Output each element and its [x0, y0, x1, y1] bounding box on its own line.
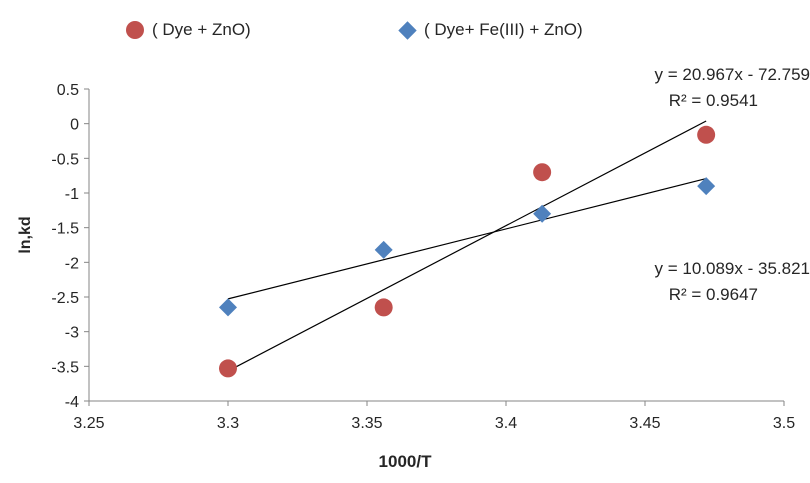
chart-axes: [84, 88, 785, 406]
x-tick-label: 3.45: [629, 415, 660, 432]
equation-text: y = 10.089x - 35.821: [654, 259, 810, 278]
trendline-equation-dye-fe-zno: y = 10.089x - 35.821 R² = 0.9647: [550, 256, 810, 308]
y-axis-title: ln,kd: [17, 216, 34, 254]
trendline: [227, 120, 707, 372]
y-tick-label: -0.5: [51, 151, 79, 168]
data-point-circle: [219, 359, 237, 378]
y-tick-label: -2: [65, 255, 79, 272]
x-tick-label: 3.4: [495, 415, 517, 432]
data-point-circle: [533, 163, 552, 182]
x-axis-title: 1000/T: [378, 452, 432, 471]
y-tick-label: -2.5: [51, 290, 79, 307]
data-point-circle: [374, 298, 393, 317]
y-tick-label: -3: [65, 325, 79, 342]
data-point-diamond: [533, 204, 552, 223]
legend-label: ( Dye+ Fe(III) + ZnO): [424, 20, 583, 39]
r-squared-text: R² = 0.9541: [668, 91, 758, 110]
x-tick-label: 3.5: [773, 415, 795, 432]
x-tick-label: 3.3: [217, 415, 239, 432]
y-tick-label: -1.5: [51, 221, 79, 238]
legend-circle-marker-icon: [126, 21, 144, 39]
y-tick-label: -4: [65, 394, 79, 411]
legend-diamond-marker-icon: [398, 20, 417, 40]
r-squared-text: R² = 0.9647: [668, 285, 758, 304]
trendline-equation-dye-zno: y = 20.967x - 72.759 R² = 0.9541: [550, 62, 810, 114]
y-tick-label: 0: [70, 117, 79, 134]
chart-points: [219, 125, 716, 378]
data-point-diamond: [219, 298, 237, 317]
data-point-diamond: [697, 177, 716, 196]
y-tick-label: -1: [65, 186, 79, 203]
chart-tick-labels: 0.5 0 -0.5 -1 -1.5 -2 -2.5 -3 -3.5 -4 3.25 3.3 3.35 3…: [51, 82, 795, 432]
x-tick-label: 3.25: [73, 415, 104, 432]
data-point-diamond: [374, 240, 393, 259]
x-tick-label: 3.35: [351, 415, 382, 432]
data-point-circle: [697, 125, 716, 144]
legend-item-dye-zno: ( Dye + ZnO): [126, 16, 251, 44]
legend-label: ( Dye + ZnO): [152, 20, 251, 39]
y-tick-label: 0.5: [57, 82, 79, 99]
equation-text: y = 20.967x - 72.759: [654, 65, 810, 84]
legend-item-dye-fe-zno: ( Dye+ Fe(III) + ZnO): [398, 16, 583, 44]
y-tick-label: -3.5: [51, 359, 79, 376]
chart-legend: ( Dye + ZnO) ( Dye+ Fe(III) + ZnO): [0, 16, 810, 44]
trendline: [227, 177, 707, 300]
chart-trendlines: [227, 120, 707, 372]
